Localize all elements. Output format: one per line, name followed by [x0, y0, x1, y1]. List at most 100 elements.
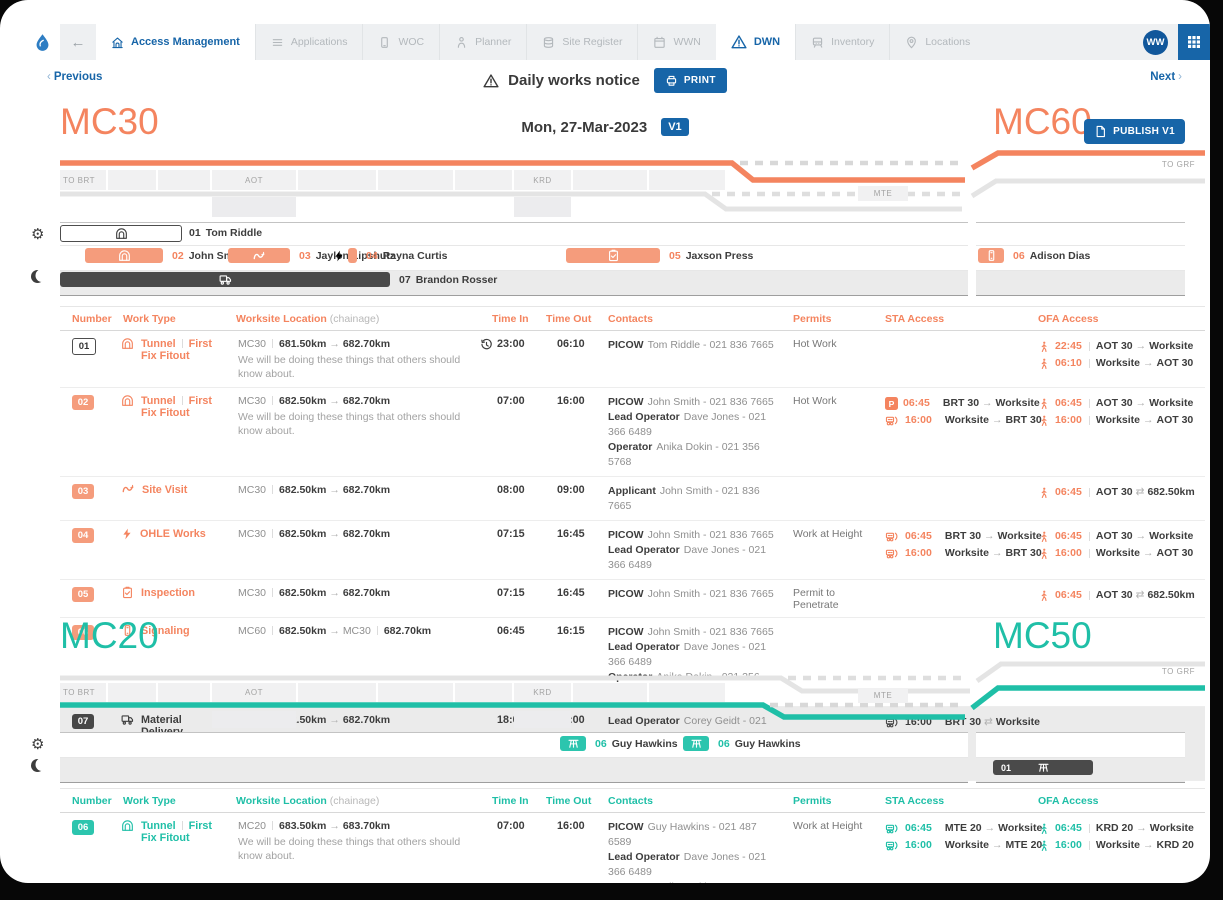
app-logo[interactable]	[24, 24, 60, 60]
cell-work-type: OHLE Works	[115, 521, 228, 579]
tab-locations[interactable]: Locations	[889, 24, 985, 60]
crew-bar-label[interactable]: 04 Rayna Curtis	[366, 250, 447, 262]
table-row-01[interactable]: 01 Tunnel First Fix Fitout MC30 681.50km → 682…	[60, 331, 1205, 388]
tab-planner[interactable]: Planner	[439, 24, 526, 60]
contact-detail: Anika Dokin - 021 356 5768	[608, 441, 760, 468]
table-row-02[interactable]: 02 Tunnel First Fix Fitout MC30 682.50km → 682…	[60, 388, 1205, 477]
user-avatar[interactable]: WW	[1143, 29, 1168, 55]
tab-site-register[interactable]: Site Register	[526, 24, 637, 60]
apps-grid-button[interactable]	[1178, 24, 1210, 60]
gear-icon[interactable]: ⚙	[31, 226, 45, 243]
contact-detail: John Smith - 021 836 7665	[647, 529, 774, 541]
crew-bar-label[interactable]: 06 Guy Hawkins	[595, 738, 678, 750]
location-line: MC30 682.50km→682.70km	[238, 484, 474, 496]
tab-woc[interactable]: WOC	[362, 24, 439, 60]
crew-number: 07	[399, 274, 411, 286]
tab-wwn[interactable]: WWN	[637, 24, 715, 60]
contact: Lead Operator Dave Jones - 021 366 6489	[608, 850, 781, 880]
cell-contacts: PICOW John Smith - 021 836 7665 Lead Opera…	[600, 521, 785, 579]
table-row-06[interactable]: 06 Tunnel First Fix Fitout MC20 683.50km → 683…	[60, 813, 1205, 883]
crew-bar-label[interactable]: 07 Brandon Rosser	[399, 274, 497, 286]
divider	[1088, 488, 1090, 497]
arrow: →	[329, 338, 340, 350]
tab-inventory[interactable]: Inventory	[795, 24, 889, 60]
crew-bar-label[interactable]: 06 Guy Hawkins	[718, 738, 801, 750]
divider	[1088, 591, 1090, 600]
crew-bar-07[interactable]	[60, 272, 390, 287]
arrow: →	[1135, 340, 1147, 352]
route-point: AOT 30	[1156, 414, 1194, 426]
back-button[interactable]: ←	[70, 33, 86, 51]
table-row-04[interactable]: 04 OHLE Works MC30 682.50km → 682.70km 07:15 16…	[60, 521, 1205, 580]
route-point: Worksite	[995, 397, 1040, 409]
time-out-value: 09:00	[557, 484, 585, 496]
col-number: Number	[72, 795, 112, 807]
access-time: 16:00	[905, 414, 932, 426]
col-work-type: Work Type	[123, 795, 176, 807]
contact-detail: John Smith - 021 836 7665	[647, 626, 774, 638]
publish-button[interactable]: PUBLISH V1	[1084, 119, 1185, 144]
gear-icon[interactable]: ⚙	[31, 736, 45, 753]
cell-time-in: 23:00	[478, 331, 538, 387]
tab-dwn[interactable]: DWN	[715, 24, 796, 60]
contact-role: PICOW	[608, 529, 644, 541]
contact: Applicant John Smith - 021 836 7665	[608, 484, 781, 514]
crew-bar-06[interactable]	[560, 736, 586, 751]
station-b-label: KRD	[533, 688, 552, 697]
contact-role: PICOW	[608, 339, 644, 351]
crew-bar-06[interactable]	[683, 736, 709, 751]
crew-bar-04[interactable]	[348, 248, 357, 263]
station-b-label: KRD	[533, 175, 552, 185]
arrow: →	[1135, 397, 1147, 409]
next-button[interactable]: Next ›	[1150, 71, 1182, 83]
arrow: →	[329, 587, 340, 599]
pin-icon	[905, 36, 918, 49]
work-type-label: Inspection	[141, 587, 195, 599]
water-drop-icon	[33, 33, 52, 52]
work-type-part: Signaling	[141, 625, 190, 637]
cell-number: 05	[60, 580, 115, 617]
station-b-platform	[514, 197, 571, 217]
divider	[181, 339, 183, 348]
moon-icon[interactable]	[31, 759, 44, 772]
tab-applications[interactable]: Applications	[254, 24, 363, 60]
route-point: Worksite	[944, 839, 990, 851]
arrow: ⇄	[1135, 589, 1145, 601]
col-ofa: OFA Access	[1038, 313, 1099, 325]
crew-bar-06[interactable]	[978, 248, 1004, 263]
tunnel-icon	[118, 249, 131, 262]
station-a-platform	[212, 711, 296, 728]
crew-bar-03[interactable]	[228, 248, 290, 263]
access-entry: 16:00 Worksite → BRT 30	[885, 412, 1042, 429]
crew-name: Guy Hawkins	[611, 738, 678, 750]
crew-bar-02[interactable]	[85, 248, 163, 263]
publish-label: PUBLISH V1	[1113, 126, 1175, 137]
print-button[interactable]: PRINT	[653, 68, 727, 93]
crew-bar-01[interactable]: 01	[993, 760, 1093, 775]
previous-button[interactable]: ‹ Previous	[47, 71, 103, 83]
crew-bar-label[interactable]: 05 Jaxson Press	[669, 250, 753, 262]
junction-box: MTE	[858, 186, 908, 201]
divider	[272, 396, 274, 405]
history-icon	[480, 338, 493, 351]
table-row-03[interactable]: 03 Site Visit MC30 682.50km → 682.70km 08:00 09…	[60, 477, 1205, 521]
moon-icon[interactable]	[31, 270, 44, 283]
contact: Lead Operator Dave Jones - 021 366 6489	[608, 640, 781, 670]
number-badge: 04	[72, 528, 94, 543]
table-row-05[interactable]: 05 Inspection MC30 682.50km → 682.70km 07:15 16…	[60, 580, 1205, 618]
walk-icon	[1038, 822, 1050, 836]
crew-bar-label[interactable]: 01 Tom Riddle	[189, 227, 262, 239]
crew-bar-05[interactable]	[566, 248, 660, 263]
junction-label: MTE	[873, 189, 893, 198]
tab-access-management[interactable]: Access Management	[96, 24, 255, 60]
version-badge[interactable]: V1	[661, 118, 689, 136]
col-sta: STA Access	[885, 313, 945, 325]
cell-sta-access: 06:45 BRT 30 → Worksite 16:00 Worksite → BRT 30	[877, 521, 1042, 579]
time-out-value: 16:45	[557, 587, 585, 599]
route-point: AOT 30	[1095, 589, 1133, 601]
crew-number: 06	[1013, 250, 1025, 262]
crew-bar-01[interactable]	[60, 225, 182, 242]
cell-number: 07	[60, 707, 115, 780]
arrow: →	[992, 839, 1003, 851]
crew-bar-label[interactable]: 06 Adison Dias	[1013, 250, 1090, 262]
